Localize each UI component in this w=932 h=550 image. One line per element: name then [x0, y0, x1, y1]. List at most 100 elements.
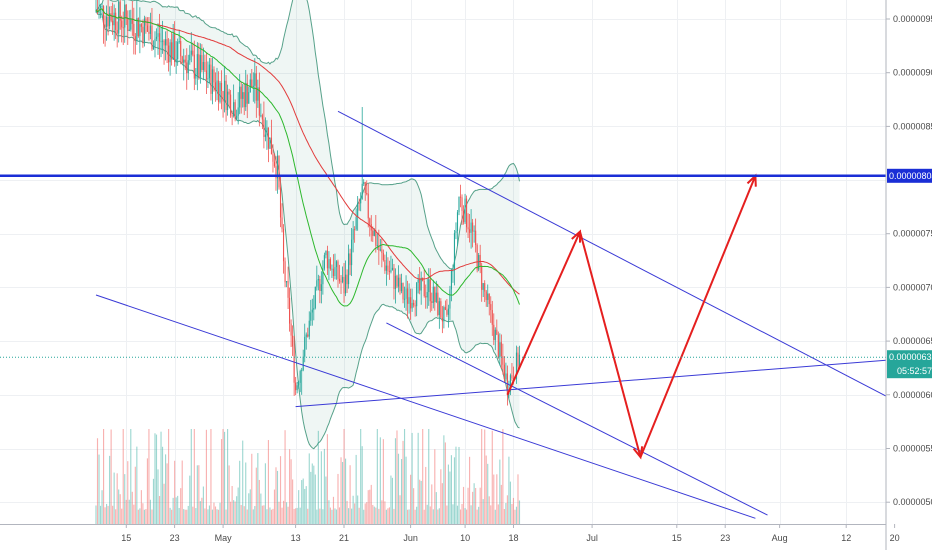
candle	[417, 274, 419, 294]
candle-body	[208, 64, 210, 79]
candle-body	[248, 92, 250, 104]
volume-bar	[508, 456, 510, 524]
volume-bar	[301, 480, 303, 524]
volume-bar	[325, 476, 327, 524]
candle-body	[119, 1, 121, 21]
volume-bar	[420, 480, 422, 524]
volume-bar	[429, 506, 431, 524]
candle	[476, 243, 478, 273]
candle-body	[497, 334, 499, 358]
candle	[361, 107, 363, 200]
volume-bar	[127, 461, 129, 524]
candle	[165, 31, 167, 61]
candle	[201, 44, 203, 73]
volume-bar	[341, 461, 344, 524]
volume-bar	[376, 429, 378, 524]
volume-bar	[224, 431, 226, 524]
candle	[186, 48, 188, 90]
candle-body	[352, 229, 354, 240]
plot-area[interactable]	[0, 0, 925, 524]
candle-body	[296, 385, 298, 391]
volume-bar	[116, 473, 118, 524]
volume-bar	[326, 434, 328, 524]
candle-body	[220, 82, 223, 92]
volume-bar	[511, 503, 513, 524]
volume-bar	[202, 486, 204, 524]
candle-body	[192, 50, 194, 55]
candle	[131, 1, 133, 36]
candle	[388, 260, 390, 280]
volume-bar	[163, 483, 165, 524]
candle	[184, 55, 186, 71]
volume-bar	[351, 508, 353, 524]
candle	[190, 32, 192, 63]
candle	[355, 208, 357, 231]
candle	[246, 74, 248, 119]
volume-bar	[205, 429, 207, 524]
volume-bar	[289, 449, 291, 524]
price-axis[interactable]: 0.00000950 0.00000900 0.00000850 0.00000750…	[886, 14, 932, 507]
volume-bar	[518, 500, 521, 524]
price-tick-label: 0.00000850	[893, 121, 932, 131]
candle	[475, 218, 477, 253]
volume-bar	[485, 455, 487, 524]
candle-body	[410, 297, 412, 309]
candle	[396, 274, 398, 289]
bollinger-bands	[95, 0, 520, 450]
candle-body	[485, 291, 487, 300]
candle	[248, 86, 250, 104]
candle-body	[249, 79, 251, 93]
candle	[449, 285, 451, 321]
candle-body	[502, 356, 504, 365]
candle-body	[332, 268, 335, 276]
candle-body	[109, 13, 111, 27]
volume-bar	[125, 499, 127, 524]
volume-bar	[287, 506, 289, 524]
volume-bar	[118, 489, 120, 524]
candle	[405, 275, 407, 311]
volume-bar	[470, 505, 472, 524]
volume-bar	[390, 475, 392, 524]
volume-bar	[452, 504, 454, 524]
volume-bar	[251, 453, 253, 524]
candle-body	[447, 308, 449, 315]
candle	[326, 245, 328, 276]
candle	[205, 52, 207, 94]
candle	[487, 284, 489, 307]
candle	[320, 271, 322, 304]
candle-body	[453, 233, 456, 271]
candle	[499, 333, 501, 366]
time-tick-label: Aug	[772, 533, 788, 543]
candle-body	[169, 42, 171, 63]
candle	[394, 268, 397, 304]
volume-bar	[216, 509, 218, 524]
candle-body	[272, 154, 274, 162]
candle	[281, 203, 283, 233]
volume-bar	[210, 429, 212, 524]
candle-body	[175, 59, 177, 63]
candle-body	[184, 59, 186, 63]
candle-body	[261, 115, 263, 120]
candle-body	[174, 34, 176, 63]
candle	[181, 55, 183, 64]
time-axis[interactable]: 15 23 May 13 21 Jun 10 18 Jul 15 23 Aug 12 20	[121, 524, 900, 543]
candle-body	[269, 137, 271, 149]
candle	[236, 109, 238, 121]
volume-bar	[145, 509, 147, 524]
volume-bar	[407, 509, 409, 524]
candle-countdown-label: 05:52:57	[897, 366, 932, 376]
candle-body	[323, 255, 325, 269]
candle	[340, 275, 342, 294]
volume-bar	[317, 430, 319, 524]
candle	[335, 260, 338, 280]
candle-body	[181, 56, 183, 63]
candle	[282, 224, 285, 274]
volume-bar	[310, 471, 312, 524]
candle-body	[222, 91, 224, 102]
candle	[275, 156, 277, 191]
candle	[269, 137, 271, 149]
candle	[293, 336, 295, 396]
candle	[441, 306, 443, 334]
candle-body	[414, 305, 416, 307]
